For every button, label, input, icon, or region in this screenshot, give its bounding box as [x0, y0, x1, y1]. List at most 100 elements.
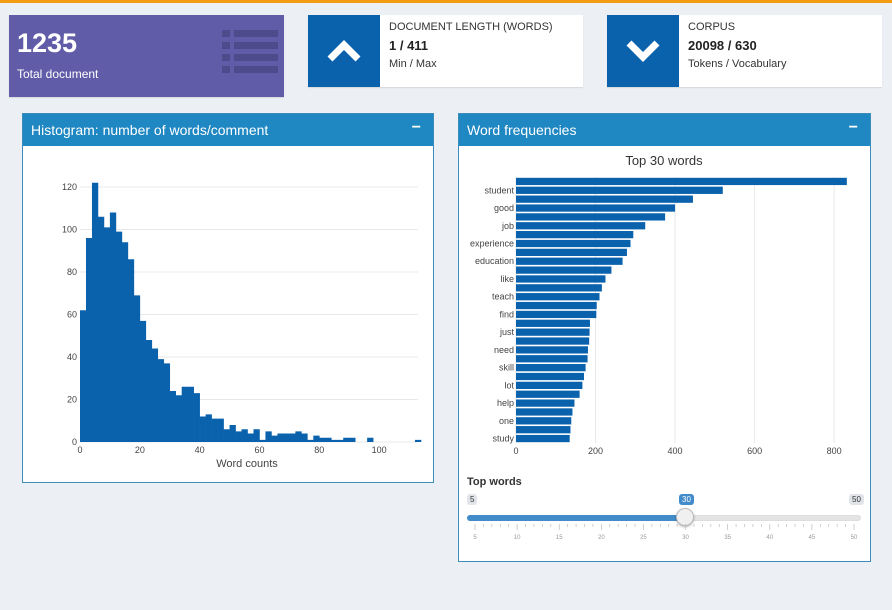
word-frequency-bar	[516, 204, 676, 212]
word-frequency-bar	[516, 399, 575, 407]
histogram-y-tick-label: 20	[67, 395, 77, 405]
word-frequency-bar	[516, 364, 586, 372]
histogram-bar	[265, 431, 272, 442]
histogram-y-tick-label: 100	[62, 225, 77, 235]
top-words-slider-fill	[467, 515, 686, 521]
word-frequency-bar	[516, 434, 570, 443]
word-frequency-bar	[516, 426, 571, 434]
histogram-panel-title: Histogram: number of words/comment	[31, 122, 269, 138]
histogram-bar	[157, 359, 165, 442]
histogram-bar	[337, 439, 344, 442]
histogram-bar	[223, 429, 230, 442]
word-frequencies-x-tick-label: 800	[827, 446, 842, 456]
histogram-bar	[133, 295, 141, 442]
histogram-bar	[271, 435, 278, 442]
histogram-x-tick-label: 80	[314, 445, 324, 455]
word-frequency-label: need	[494, 345, 514, 355]
word-frequency-bar	[516, 355, 588, 363]
word-frequency-label: experience	[470, 239, 514, 249]
word-frequency-label: study	[492, 434, 514, 444]
word-frequency-bar	[516, 390, 580, 398]
word-frequency-label: lot	[504, 380, 514, 390]
histogram-x-axis-label: Word counts	[216, 458, 278, 470]
histogram-bar	[80, 310, 87, 442]
histogram-bar	[247, 433, 254, 442]
histogram-bar	[169, 391, 177, 442]
histogram-panel-header: Histogram: number of words/comment −	[23, 114, 433, 146]
histogram-collapse-button[interactable]: −	[411, 119, 421, 136]
histogram-bar	[145, 340, 153, 442]
histogram-bar	[103, 227, 111, 442]
histogram-bar	[91, 182, 99, 442]
word-frequency-bar	[516, 195, 693, 203]
corpus-box: CORPUS 20098 / 630 Tokens / Vocabulary	[607, 15, 882, 87]
word-frequencies-panel-title: Word frequencies	[467, 122, 577, 138]
word-frequencies-panel-header: Word frequencies −	[459, 114, 870, 146]
histogram-bar	[415, 439, 422, 442]
document-length-value: 1 / 411	[389, 38, 429, 53]
histogram-bar	[295, 431, 302, 442]
document-length-box: DOCUMENT LENGTH (WORDS) 1 / 411 Min / Ma…	[308, 15, 583, 87]
word-frequency-bar	[516, 186, 723, 194]
chevron-up-icon	[327, 40, 361, 62]
word-frequency-label: skill	[499, 363, 514, 373]
histogram-bar	[331, 439, 338, 442]
slider-max-label: 50	[849, 494, 864, 505]
word-frequencies-title: Top 30 words	[625, 153, 703, 168]
word-frequencies-panel: Word frequencies − Top 30 words 0 200 400 60…	[458, 113, 871, 562]
word-frequency-label: like	[500, 274, 514, 284]
histogram-bar	[121, 242, 129, 442]
corpus-subtitle: Tokens / Vocabulary	[688, 58, 787, 70]
histogram-bar	[325, 437, 332, 442]
histogram-bar	[289, 433, 296, 442]
word-frequency-bar	[516, 293, 600, 301]
histogram-bar	[205, 414, 212, 442]
histogram-bar	[115, 231, 123, 442]
histogram-bar	[259, 439, 266, 442]
histogram-bar	[187, 386, 194, 442]
word-frequency-bar	[516, 408, 573, 416]
word-frequency-label: education	[475, 256, 514, 266]
histogram-bar	[151, 348, 159, 442]
slider-min-label: 5	[467, 494, 478, 505]
word-frequency-bar	[516, 346, 588, 354]
document-length-title: DOCUMENT LENGTH (WORDS)	[389, 21, 553, 33]
corpus-title: CORPUS	[688, 21, 736, 33]
histogram-bar	[229, 425, 236, 442]
word-frequency-label: help	[497, 398, 514, 408]
word-frequency-bar	[516, 239, 631, 248]
document-length-icon-box	[308, 15, 380, 87]
word-frequency-bar	[516, 372, 584, 381]
slider-tick-label: 30	[682, 535, 689, 541]
histogram-y-tick-label: 0	[72, 437, 77, 447]
word-frequency-label: find	[499, 309, 514, 319]
slider-tick-label: 45	[809, 535, 816, 541]
histogram-chart: 0 20 40 60 80 100 120 0 20 40 60 80 100 Word counts	[62, 182, 422, 470]
top-words-label: Top words	[467, 476, 522, 488]
slider-tick-label: 20	[598, 535, 605, 541]
slider-tick-label: 10	[514, 535, 521, 541]
histogram-bar	[367, 437, 374, 442]
word-frequencies-chart: Top 30 words 0 200 400 600 800 student good job e…	[470, 153, 847, 456]
histogram-bar	[127, 259, 135, 442]
histogram-bar	[193, 393, 200, 442]
word-frequency-label: just	[499, 327, 515, 337]
total-documents-value: 1235	[17, 28, 78, 58]
word-frequency-bar	[516, 266, 612, 274]
corpus-value: 20098 / 630	[688, 38, 757, 53]
histogram-bar	[349, 437, 356, 442]
slider-tick-label: 40	[766, 535, 773, 541]
top-words-slider-handle[interactable]	[676, 508, 694, 526]
word-frequency-bar	[516, 337, 590, 345]
slider-ticks: 5 10 15 20 25 30 35 40 45 50	[473, 524, 858, 541]
histogram-bar	[253, 429, 260, 442]
histogram-y-tick-label: 120	[62, 182, 77, 192]
slider-current-label: 30	[679, 494, 694, 505]
word-frequency-bar	[516, 301, 597, 310]
histogram-y-tick-label: 60	[67, 310, 77, 320]
word-frequencies-collapse-button[interactable]: −	[848, 119, 858, 136]
histogram-bar	[343, 437, 350, 442]
chevron-down-icon	[626, 40, 660, 62]
slider-tick-label: 25	[640, 535, 647, 541]
histogram-bar	[181, 386, 188, 442]
